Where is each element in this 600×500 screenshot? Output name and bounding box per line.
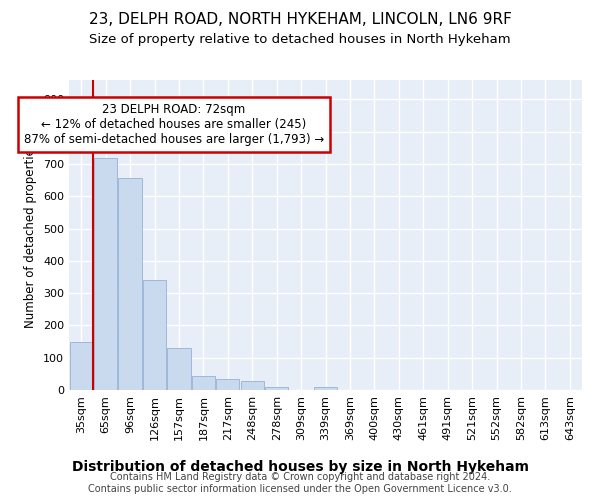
Text: 23, DELPH ROAD, NORTH HYKEHAM, LINCOLN, LN6 9RF: 23, DELPH ROAD, NORTH HYKEHAM, LINCOLN, …	[89, 12, 511, 28]
Bar	[143, 280, 166, 390]
Bar	[314, 388, 337, 390]
Text: Size of property relative to detached houses in North Hykeham: Size of property relative to detached ho…	[89, 32, 511, 46]
Text: Distribution of detached houses by size in North Hykeham: Distribution of detached houses by size …	[71, 460, 529, 474]
Bar	[265, 387, 288, 390]
Bar	[70, 342, 93, 390]
Bar	[118, 178, 142, 390]
Bar	[167, 348, 191, 390]
Bar	[192, 376, 215, 390]
Text: Contains HM Land Registry data © Crown copyright and database right 2024.
Contai: Contains HM Land Registry data © Crown c…	[88, 472, 512, 494]
Bar	[94, 158, 117, 390]
Text: 23 DELPH ROAD: 72sqm
← 12% of detached houses are smaller (245)
87% of semi-deta: 23 DELPH ROAD: 72sqm ← 12% of detached h…	[24, 102, 324, 146]
Bar	[216, 378, 239, 390]
Bar	[241, 381, 264, 390]
Y-axis label: Number of detached properties: Number of detached properties	[25, 142, 37, 328]
